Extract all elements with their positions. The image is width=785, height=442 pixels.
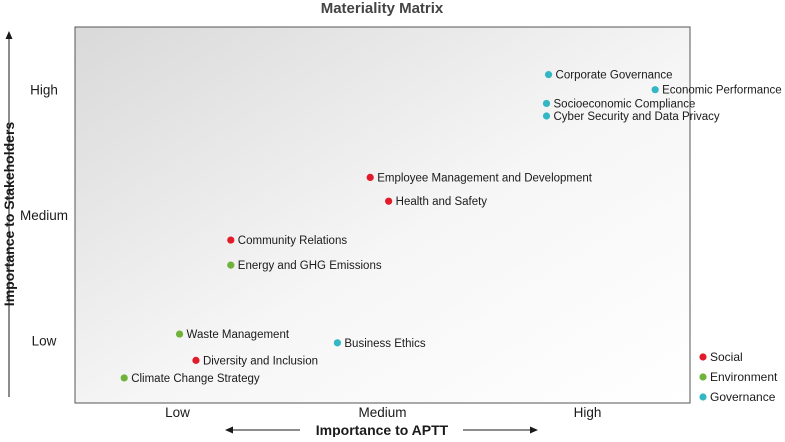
point-label: Waste Management — [187, 329, 290, 341]
y-tick-label: Low — [32, 333, 57, 348]
data-point: Energy and GHG Emissions — [227, 260, 382, 272]
point-marker — [227, 236, 235, 244]
point-marker — [227, 261, 235, 269]
data-point: Employee Management and Development — [366, 172, 593, 184]
point-marker — [366, 173, 374, 181]
point-marker — [544, 71, 553, 79]
legend-label: Social — [710, 350, 743, 364]
plot-area — [74, 26, 691, 404]
point-marker — [542, 99, 551, 108]
legend: Social Environment Governance — [699, 350, 778, 404]
data-point: Economic Performance — [651, 85, 782, 97]
point-marker — [175, 330, 184, 338]
point-label: Diversity and Inclusion — [203, 355, 318, 367]
point-label: Employee Management and Development — [377, 172, 593, 184]
legend-item: Environment — [699, 370, 778, 384]
data-point: Community Relations — [227, 235, 347, 247]
data-point: Waste Management — [175, 329, 290, 341]
y-tick-label: Medium — [20, 208, 68, 223]
legend-marker — [699, 373, 707, 381]
y-axis-label: Importance to Stakeholders — [1, 122, 17, 307]
data-point: Socioeconomic Compliance — [542, 98, 696, 110]
point-marker — [192, 356, 200, 364]
point-label: Cyber Security and Data Privacy — [554, 111, 720, 123]
data-point: Corporate Governance — [544, 70, 673, 82]
point-label: Corporate Governance — [556, 70, 673, 82]
legend-label: Environment — [710, 370, 778, 384]
point-label: Health and Safety — [396, 196, 488, 208]
point-marker — [651, 86, 659, 94]
point-label: Community Relations — [238, 235, 348, 247]
x-tick-labels: Low Medium High — [165, 405, 601, 420]
legend-marker — [699, 393, 707, 401]
point-label: Energy and GHG Emissions — [238, 260, 382, 272]
x-tick-label: High — [574, 405, 602, 420]
data-point: Diversity and Inclusion — [192, 355, 318, 367]
point-marker — [120, 374, 128, 382]
point-marker — [385, 197, 393, 205]
point-marker — [333, 339, 341, 347]
x-axis-label: Importance to APTT — [316, 422, 449, 437]
legend-marker — [699, 353, 707, 361]
point-label: Business Ethics — [344, 338, 425, 350]
point-marker — [542, 112, 551, 120]
legend-item: Governance — [699, 390, 776, 404]
y-tick-label: High — [30, 83, 58, 98]
point-label: Economic Performance — [662, 85, 782, 97]
x-tick-label: Medium — [358, 405, 406, 420]
data-point: Climate Change Strategy — [120, 373, 260, 385]
data-point: Business Ethics — [333, 338, 426, 350]
x-tick-label: Low — [165, 405, 190, 420]
point-label: Socioeconomic Compliance — [554, 98, 696, 110]
data-points: Corporate Governance Economic Performance… — [120, 70, 782, 385]
y-tick-labels: Low Medium High — [20, 83, 68, 349]
data-point: Cyber Security and Data Privacy — [542, 111, 720, 123]
data-point: Health and Safety — [385, 196, 487, 208]
legend-item: Social — [699, 350, 743, 364]
legend-label: Governance — [710, 390, 776, 404]
chart-title: Materiality Matrix — [321, 0, 444, 17]
point-label: Climate Change Strategy — [131, 373, 260, 385]
